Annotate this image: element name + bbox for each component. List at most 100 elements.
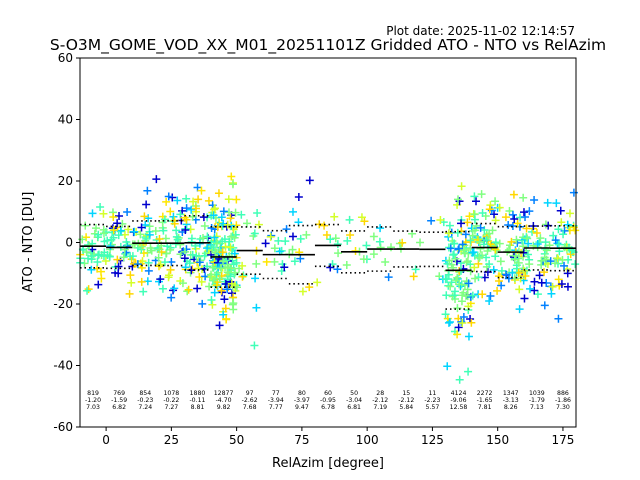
scatter-point [193,284,202,293]
scatter-point [203,232,212,241]
scatter-point [444,270,453,279]
scatter-point [195,258,204,267]
scatter-point [274,236,283,245]
bin-mean-label: -3.04 [346,397,362,404]
scatter-point [495,203,504,212]
scatter-point [462,258,471,267]
scatter-point [508,210,517,219]
bin-std-label: 7.27 [164,404,178,411]
scatter-point [530,286,539,295]
scatter-point [296,234,305,243]
scatter-point [204,196,213,205]
scatter-point [495,239,504,248]
bin-std-label: 6.82 [112,404,126,411]
scatter-point [90,229,99,238]
bin-mean-label: -1.86 [555,397,571,404]
scatter-point [557,218,566,227]
scatter-point [522,224,531,233]
scatter-point [164,192,173,201]
scatter-point [442,275,451,284]
scatter-point [180,254,189,263]
scatter-point [519,208,528,217]
scatter-point [468,291,477,300]
scatter-point [144,258,153,267]
scatter-point [331,234,340,243]
scatter-point [229,260,238,269]
scatter-point [83,286,92,295]
scatter-point [203,262,212,271]
scatter-point [128,252,137,261]
scatter-point [223,285,232,294]
scatter-point [156,260,165,269]
scatter-point [221,304,230,313]
scatter-point [501,270,510,279]
scatter-point [558,255,567,264]
scatter-point [230,233,239,242]
scatter-point [261,239,270,248]
scatter-point [223,220,232,229]
scatter-point [445,256,454,265]
scatter-point [521,271,530,280]
scatter-point [94,230,103,239]
scatter-point [384,273,393,282]
scatter-point [209,276,218,285]
scatter-point [535,238,544,247]
x-tick-label: 75 [294,433,309,447]
scatter-point [520,294,529,303]
scatter-point [315,220,324,229]
scatter-point [482,253,491,262]
x-tick-label: 175 [551,433,574,447]
scatter-point [537,278,546,287]
scatter-point [176,240,185,249]
scatter-point [472,197,481,206]
scatter-point [461,291,470,300]
x-tick-label: 150 [486,433,509,447]
scatter-point [231,268,240,277]
scatter-point [88,209,97,218]
scatter-point [184,285,193,294]
scatter-point [467,318,476,327]
scatter-point [504,274,513,283]
scatter-point [470,263,479,272]
scatter-point [232,195,241,204]
bin-mean-label: -0.22 [163,397,179,404]
bin-std-label: 7.81 [478,404,492,411]
scatter-point [515,285,524,294]
scatter-point [485,205,494,214]
scatter-point [81,221,90,230]
scatter-point [254,220,263,229]
scatter-point [507,237,516,246]
scatter-point [320,221,329,230]
scatter-point [491,216,500,225]
scatter-point [474,273,483,282]
scatter-point [375,237,384,246]
scatter-point [446,244,455,253]
bin-count-label: 15 [402,390,410,397]
scatter-point [536,234,545,243]
scatter-point [167,293,176,302]
scatter-point [457,182,466,191]
scatter-point [464,279,473,288]
bin-mean-label: -0.95 [320,397,336,404]
scatter-point [136,230,145,239]
bin-std-label: 6.81 [347,404,361,411]
scatter-point [109,213,118,222]
scatter-point [178,206,187,215]
bin-count-label: 77 [272,390,280,397]
scatter-point [496,257,505,266]
scatter-point [508,221,517,230]
scatter-point [468,248,477,257]
scatter-point [369,250,378,259]
scatter-point [556,206,565,215]
scatter-point [535,271,544,280]
scatter-point [548,282,557,291]
scatter-point [510,214,519,223]
scatter-point [436,216,445,225]
scatter-point [174,233,183,242]
scatter-point [88,251,97,260]
scatter-point [178,279,187,288]
scatter-point [229,305,238,314]
scatter-point [333,240,342,249]
bin-count-label: 50 [350,390,358,397]
scatter-point [108,224,117,233]
